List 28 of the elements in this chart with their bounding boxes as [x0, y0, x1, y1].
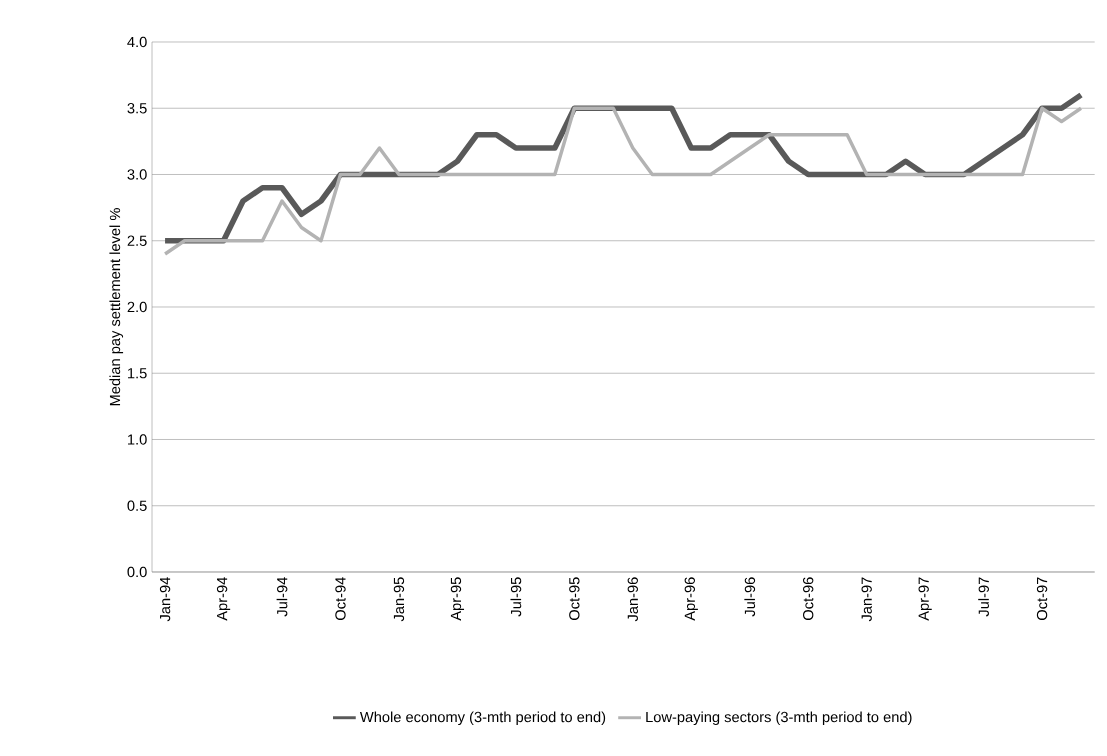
x-tick-label: Apr-97: [918, 577, 932, 621]
x-tick-label: Jan-97: [861, 577, 872, 622]
x-tick-label: Jan-96: [627, 577, 638, 622]
x-tick-label: Apr-95: [450, 577, 465, 621]
legend-label: Low-paying sectors (3-mth period to end): [646, 711, 912, 726]
y-tick-label: 1.0: [128, 434, 147, 445]
x-tick-label: Oct-97: [1036, 577, 1048, 621]
legend-label: Whole economy (3-mth period to end): [359, 711, 606, 726]
x-tick-label: Jul-95: [510, 577, 522, 617]
x-tick-label: Oct-94: [335, 577, 346, 621]
x-tick-label: Jul-94: [276, 577, 288, 617]
y-tick-label: 0.5: [127, 500, 147, 511]
y-tick-label: 0.0: [127, 566, 147, 578]
y-tick-label: 3.0: [127, 169, 147, 180]
x-tick-label: Jul-96: [744, 577, 756, 617]
x-tick-label: Apr-96: [684, 577, 698, 621]
x-tick-label: Oct-95: [569, 577, 580, 621]
y-tick-label: 1.5: [128, 368, 147, 379]
x-tick-label: Oct-96: [803, 577, 814, 621]
x-tick-label: Jan-94: [159, 577, 171, 622]
x-tick-label: Jan-95: [393, 577, 405, 622]
y-tick-label: 3.5: [127, 103, 147, 114]
x-tick-label: Jul-97: [978, 577, 989, 617]
x-tick-label: Apr-94: [216, 577, 231, 621]
y-tick-label: 2.0: [127, 301, 147, 313]
y-tick-label: 2.5: [127, 235, 147, 246]
y-tick-label: 4.0: [127, 36, 147, 48]
y-axis-title: Median pay settlement level %: [109, 208, 124, 406]
